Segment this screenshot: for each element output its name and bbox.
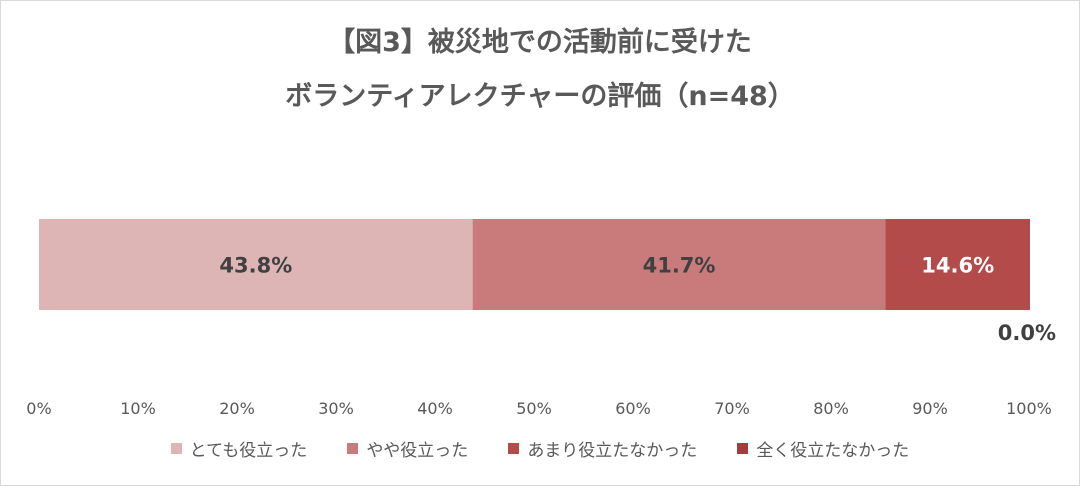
legend-label-2: あまり役立たなかった: [527, 441, 698, 461]
legend-label-1: やや役立った: [366, 441, 469, 461]
legend-swatch-0: [170, 443, 182, 454]
data-label-2: 14.6%: [921, 254, 994, 278]
chart-legend: とても役立った やや役立った あまり役立たなかった 全く役立たなかった: [0, 436, 1080, 461]
chart-title-line-2: ボランティアレクチャーの評価（n=48）: [285, 81, 795, 112]
data-label-0: 43.8%: [219, 254, 292, 278]
chart-title-line-1: 【図3】被災地での活動前に受けた: [328, 27, 752, 58]
legend-label-3: 全く役立たなかった: [756, 441, 910, 461]
x-tick-label-2: 20%: [219, 399, 255, 418]
legend-label-0: とても役立った: [189, 441, 308, 461]
legend-item-0: とても役立った: [170, 436, 308, 461]
bar-segment-1: [472, 219, 886, 310]
x-tick-label-3: 30%: [318, 399, 354, 418]
legend-swatch-2: [508, 443, 520, 454]
x-tick-label-5: 50%: [516, 399, 552, 418]
x-tick-label-8: 80%: [813, 399, 849, 418]
data-label-3: 0.0%: [998, 321, 1056, 345]
legend-item-1: やや役立った: [347, 436, 468, 461]
data-label-1: 41.7%: [643, 254, 716, 278]
x-tick-label-7: 70%: [714, 399, 750, 418]
legend-swatch-3: [737, 443, 749, 454]
x-tick-label-0: 0%: [26, 399, 51, 418]
x-tick-label-1: 10%: [120, 399, 156, 418]
legend-swatch-1: [347, 443, 359, 454]
x-tick-label-10: 100%: [1006, 399, 1052, 418]
legend-item-3: 全く役立たなかった: [737, 436, 909, 461]
legend-item-2: あまり役立たなかった: [508, 436, 697, 461]
bar-segment-0: [39, 219, 473, 310]
x-tick-label-9: 90%: [912, 399, 948, 418]
x-tick-label-4: 40%: [417, 399, 453, 418]
x-tick-label-6: 60%: [615, 399, 651, 418]
bar-segment-2: [885, 219, 1030, 310]
